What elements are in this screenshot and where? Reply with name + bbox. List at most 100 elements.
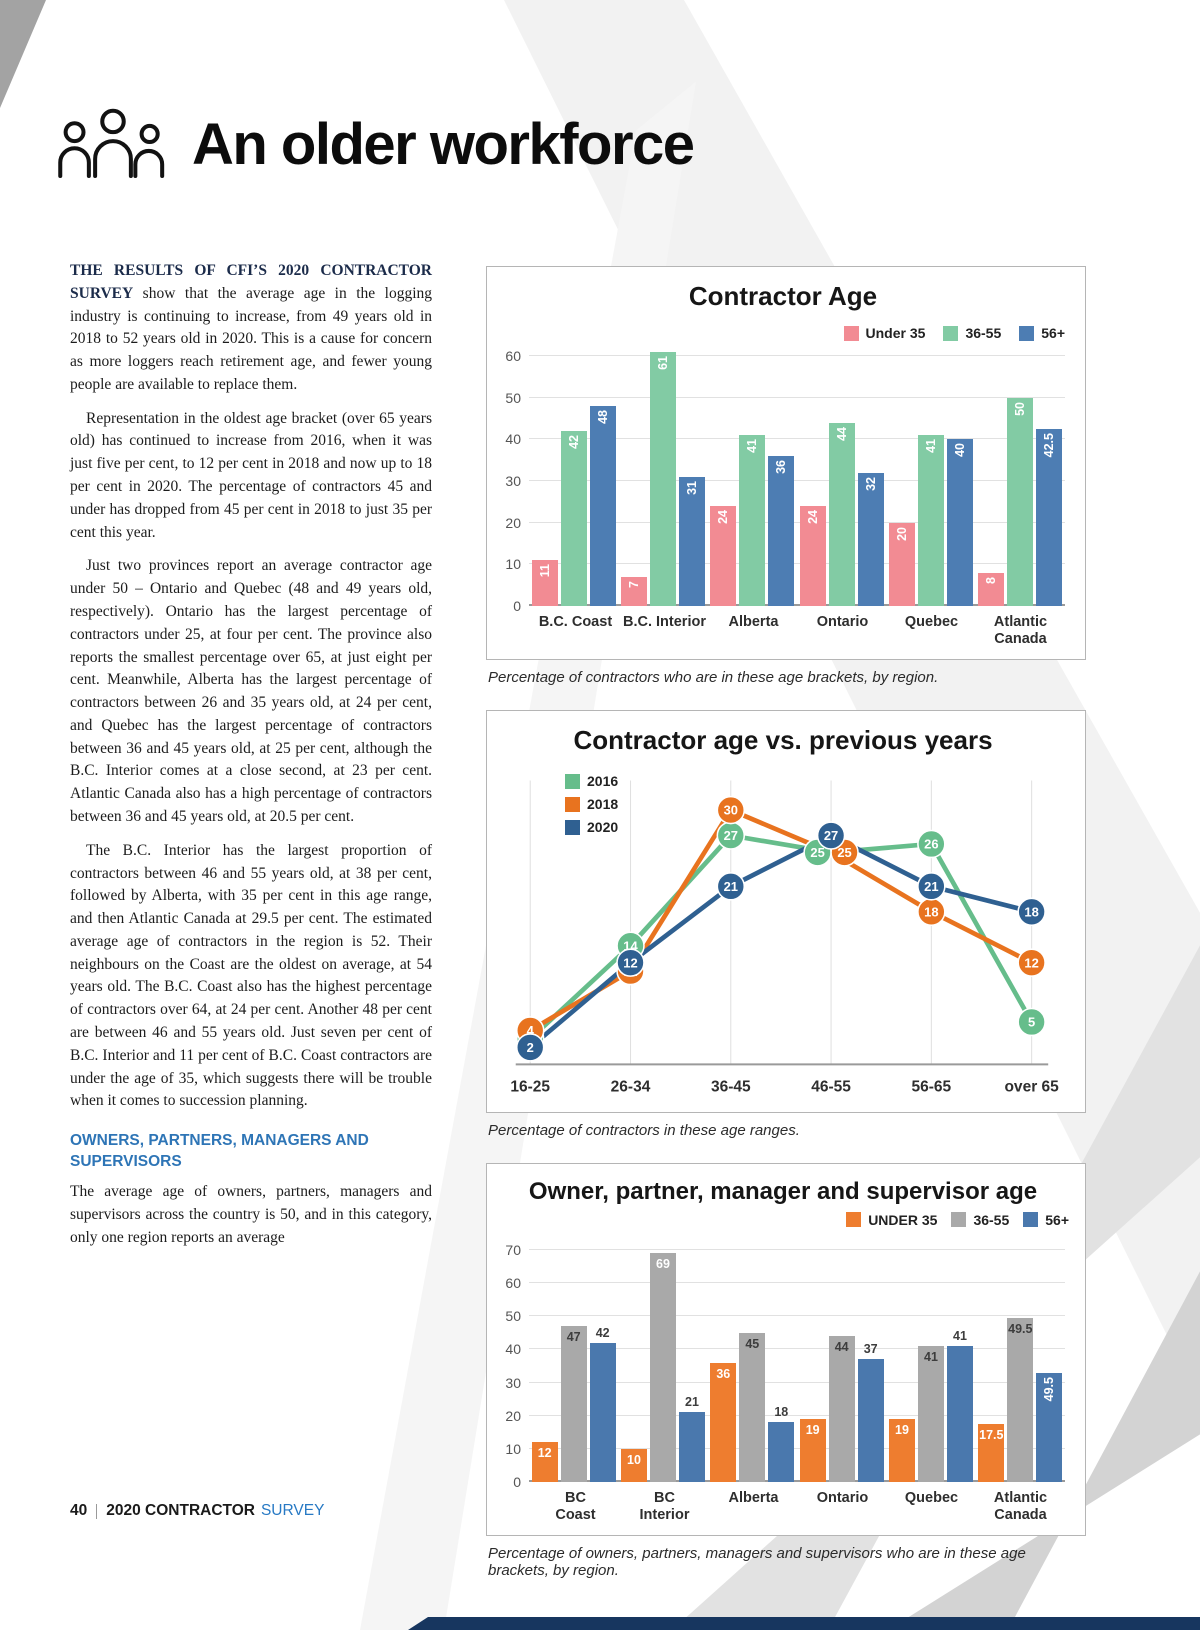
bar: 36 xyxy=(768,456,795,606)
bar: 50 xyxy=(1007,397,1034,606)
bar-value-label: 42 xyxy=(566,435,581,449)
y-tick-label: 0 xyxy=(513,598,521,614)
bar: 44 xyxy=(828,422,855,606)
chart-legend: 2016 2018 2020 xyxy=(565,773,618,835)
page-number: 40 xyxy=(70,1502,88,1519)
legend-item: 56+ xyxy=(1019,325,1065,341)
bar-group: 19 44 37 xyxy=(797,1336,886,1482)
bar-value-label: 47 xyxy=(566,1330,581,1345)
y-tick-label: 30 xyxy=(505,473,521,489)
bar-value-label: 17.5 xyxy=(979,1427,1004,1442)
x-category-label: Alberta xyxy=(728,1489,779,1506)
data-point-label: 21 xyxy=(724,879,738,894)
bar: 21 xyxy=(678,1395,705,1482)
data-point-label: 18 xyxy=(924,905,938,920)
y-tick-label: 20 xyxy=(505,514,521,531)
x-category-label: Quebec xyxy=(904,614,959,630)
bar: 19 xyxy=(799,1418,826,1482)
plot-area: 11 42 48 7 61 31 24 41 36 24 44 32 20 41 40 8 50 42.5 xyxy=(529,351,1065,606)
bar-group: 10 69 21 xyxy=(618,1253,707,1482)
bar: 19 xyxy=(888,1418,915,1482)
bar-group: 24 44 32 xyxy=(797,422,886,606)
bar-value-label: 24 xyxy=(805,510,820,524)
legend-label: 36-55 xyxy=(973,1211,1010,1228)
x-category-label: Alberta xyxy=(728,614,779,630)
chart-legend: UNDER 35 36-55 56+ xyxy=(846,1212,1069,1228)
x-category-label: BC Coast xyxy=(555,1489,596,1523)
data-point-label: 5 xyxy=(1028,1015,1035,1030)
bar: 18 xyxy=(768,1405,795,1482)
y-tick-label: 60 xyxy=(505,348,521,364)
bar: 20 xyxy=(888,522,915,606)
legend-item: 56+ xyxy=(1023,1212,1069,1228)
data-point-label: 12 xyxy=(623,956,637,971)
bar-groups: 12 47 42 10 69 21 36 45 18 19 44 37 19 41 41 17.5 49.5 49… xyxy=(529,1250,1065,1482)
bar-value-label: 37 xyxy=(863,1342,878,1357)
legend-swatch xyxy=(1019,325,1035,341)
bar: 41 xyxy=(917,1346,944,1482)
legend-item: Under 35 xyxy=(843,325,926,341)
y-tick-label: 30 xyxy=(505,1374,521,1391)
bar-value-label: 40 xyxy=(952,443,967,458)
bar: 37 xyxy=(857,1342,884,1482)
chart-legend: Under 35 36-55 56+ xyxy=(843,325,1065,341)
bar: 10 xyxy=(620,1448,647,1482)
x-axis-labels: BC Coast BC Interior Alberta Ontario Quebec A… xyxy=(529,1482,1071,1523)
bar-value-label: 69 xyxy=(656,1257,670,1272)
article-paragraph: Representation in the oldest age bracket… xyxy=(70,409,432,541)
owner-partner-manager-supervisor-age-chart: Owner, partner, manager and supervisor a… xyxy=(486,1162,1086,1537)
bar: 8 xyxy=(978,572,1005,606)
bar: 49.5 xyxy=(1007,1317,1034,1482)
article-paragraph: Just two provinces report an average con… xyxy=(70,557,432,825)
bar-group: 36 45 18 xyxy=(708,1332,797,1482)
bar-group: 8 50 42.5 xyxy=(976,397,1065,606)
legend-swatch xyxy=(943,325,959,341)
bar-value-label: 8 xyxy=(984,576,999,584)
data-point-label: 25 xyxy=(837,845,851,860)
people-group-icon xyxy=(54,104,172,185)
bar: 47 xyxy=(560,1326,587,1482)
data-line-2016 xyxy=(527,833,1034,1042)
bar-value-label: 41 xyxy=(745,439,760,454)
data-point-label: 25 xyxy=(810,845,824,860)
legend-item: 2020 xyxy=(565,819,618,835)
bar-value-label: 11 xyxy=(537,564,552,578)
legend-label: Under 35 xyxy=(865,325,926,341)
bar: 31 xyxy=(678,476,705,606)
legend-swatch xyxy=(1023,1212,1039,1228)
bar: 69 xyxy=(649,1253,676,1482)
x-category-label: 36-45 xyxy=(711,1079,751,1096)
x-category-label: Quebec xyxy=(904,1489,959,1506)
x-category-label: B.C. Interior xyxy=(623,614,706,630)
bar: 12 xyxy=(531,1442,558,1482)
legend-swatch xyxy=(843,325,859,341)
bar: 42.5 xyxy=(1036,428,1063,606)
page-header: An older workforce xyxy=(54,104,695,185)
bar-value-label: 7 xyxy=(626,580,641,588)
bar-groups: 11 42 48 7 61 31 24 41 36 24 44 32 20 41 40 8 50 42.5 xyxy=(529,351,1065,606)
bar-value-label: 41 xyxy=(953,1329,967,1344)
article-paragraph: The B.C. Interior has the largest propor… xyxy=(70,841,432,1110)
bar-group: 11 42 48 xyxy=(529,406,618,606)
bar: 11 xyxy=(531,560,558,606)
y-axis: 0 10 20 30 40 50 60 70 xyxy=(497,1242,529,1490)
x-axis-labels: B.C. Coast B.C. Interior Alberta Ontario Que… xyxy=(529,606,1071,647)
bar-value-label: 31 xyxy=(684,480,699,495)
legend-item: 36-55 xyxy=(943,325,1001,341)
bar-value-label: 12 xyxy=(537,1446,552,1461)
y-tick-label: 70 xyxy=(505,1241,521,1258)
contractor-age-chart: Contractor Age Under 35 36-55 56+ 0 10 20 30 4… xyxy=(486,266,1086,661)
bar-value-label: 19 xyxy=(805,1422,820,1437)
article-text: show that the average age in the logging… xyxy=(70,284,432,393)
charts-column: Contractor Age Under 35 36-55 56+ 0 10 20 30 4… xyxy=(486,266,1086,1603)
bar-value-label: 50 xyxy=(1013,401,1028,416)
chart-body: 0 10 20 30 40 50 60 11 42 48 7 61 31 24 41 36 24 44 32 20 4… xyxy=(495,320,1071,614)
bar: 48 xyxy=(589,406,616,606)
bar-group: 12 47 42 xyxy=(529,1326,618,1482)
bar-value-label: 21 xyxy=(685,1395,699,1410)
article-paragraph: The average age of owners, partners, man… xyxy=(70,1182,432,1246)
bar-group: 7 61 31 xyxy=(618,351,707,606)
x-category-label: B.C. Coast xyxy=(538,614,613,630)
chart-caption: Percentage of contractors in these age r… xyxy=(488,1121,800,1139)
